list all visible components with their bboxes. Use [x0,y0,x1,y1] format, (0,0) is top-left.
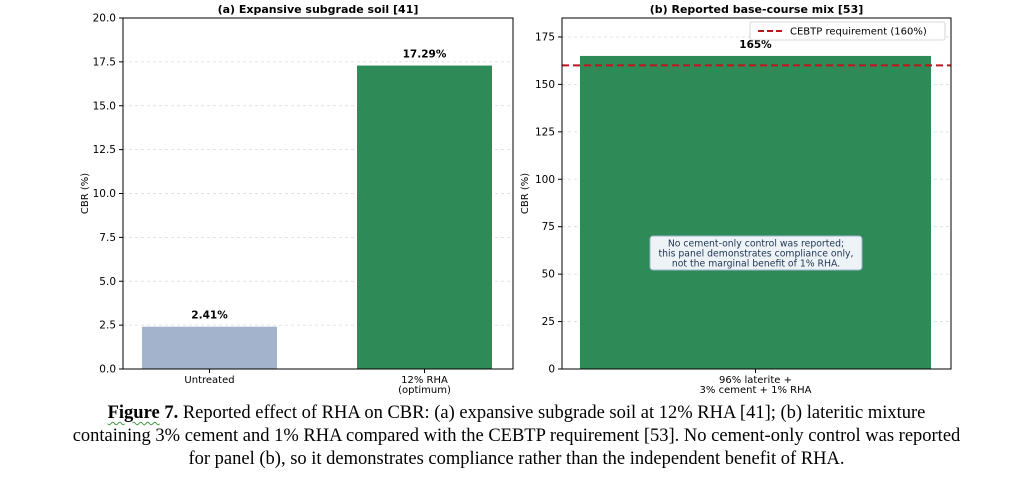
y-tick-label: 7.5 [99,232,116,244]
y-tick-label: 100 [535,174,555,186]
legend-box [749,21,946,41]
axes-frame [561,17,952,370]
y-tick-label: 15.0 [93,100,116,112]
figure-caption: Figure 7. Reported effect of RHA on CBR:… [0,402,1033,471]
y-tick-label: 2.5 [99,320,116,332]
annotation-text: No cement-only control was reported; [668,239,844,250]
y-tick-label: 125 [535,126,555,138]
y-tick-label: 5.0 [99,276,116,288]
annotation-text: not the marginal benefit of 1% RHA. [672,259,840,270]
x-tick-label: (optimum) [398,385,451,396]
y-tick-label: 10.0 [93,188,116,200]
y-tick-label: 0 [548,364,555,376]
bar [357,65,492,370]
y-tick-label: 50 [542,269,555,281]
y-tick-label: 0.0 [99,364,116,376]
y-tick-label: 17.5 [93,56,116,68]
x-tick-label: 12% RHA [401,375,448,386]
y-axis-label: CBR (%) [80,173,91,214]
figure-canvas: 0.0 2.5 5.0 7.5 10.0 12.5 15.0 17.5 20.0 2.41% Unt… [80,3,952,396]
bar [580,55,931,369]
y-axis-label: CBR (%) [520,173,531,214]
axes-frame [122,17,514,370]
y-tick-label: 150 [535,79,555,91]
y-tick-label: 12.5 [93,144,116,156]
y-tick-label: 20.0 [93,13,116,25]
y-tick-label: 75 [542,221,555,233]
chart-title: (b) Reported base-course mix [53] [650,3,864,16]
bar-value-label: 165% [739,39,772,51]
chart-title: (a) Expansive subgrade soil [41] [218,3,419,16]
caption-line-2: containing 3% cement and 1% RHA compared… [72,426,961,446]
legend-label: CEBTP requirement (160%) [790,27,927,38]
x-tick-label: Untreated [184,375,234,386]
caption-line-1: Figure 7. Reported effect of RHA on CBR:… [107,403,926,423]
bar-value-label: 17.29% [403,49,447,61]
bar [142,326,277,369]
y-tick-label: 25 [542,316,555,328]
caption-line-3: for panel (b), so it demonstrates compli… [188,449,845,469]
bar-value-label: 2.41% [191,310,228,322]
annotation-box [649,235,863,271]
figure-label: Figure 7. [107,403,179,423]
x-tick-label: 96% laterite + [719,375,792,386]
y-tick-label: 175 [535,31,555,43]
annotation-text: this panel demonstrates compliance only, [658,249,853,260]
x-tick-label: 3% cement + 1% RHA [700,385,812,396]
